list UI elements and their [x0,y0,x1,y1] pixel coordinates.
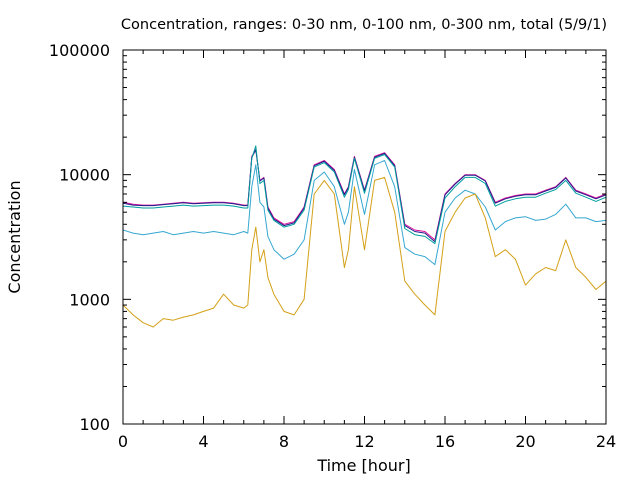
x-axis-label: Time [hour] [316,456,410,475]
y-tick-label: 100 [79,415,110,434]
y-tick-label: 100000 [49,41,110,60]
x-tick-label: 24 [596,432,616,451]
x-tick-label: 12 [354,432,374,451]
x-tick-label: 4 [198,432,208,451]
series-line-2 [123,149,606,243]
chart-title: Concentration, ranges: 0-30 nm, 0-100 nm… [121,17,607,33]
y-tick-label: 1000 [69,290,110,309]
y-tick-label: 10000 [59,166,110,185]
series-line-3 [123,145,606,245]
x-tick-label: 0 [118,432,128,451]
x-tick-label: 8 [279,432,289,451]
series-line-5 [123,176,606,328]
x-tick-label: 20 [515,432,535,451]
plot-frame [122,49,607,425]
x-tick-label: 16 [435,432,455,451]
series-line-4 [123,160,606,266]
y-axis-label: Concentration [5,180,24,293]
